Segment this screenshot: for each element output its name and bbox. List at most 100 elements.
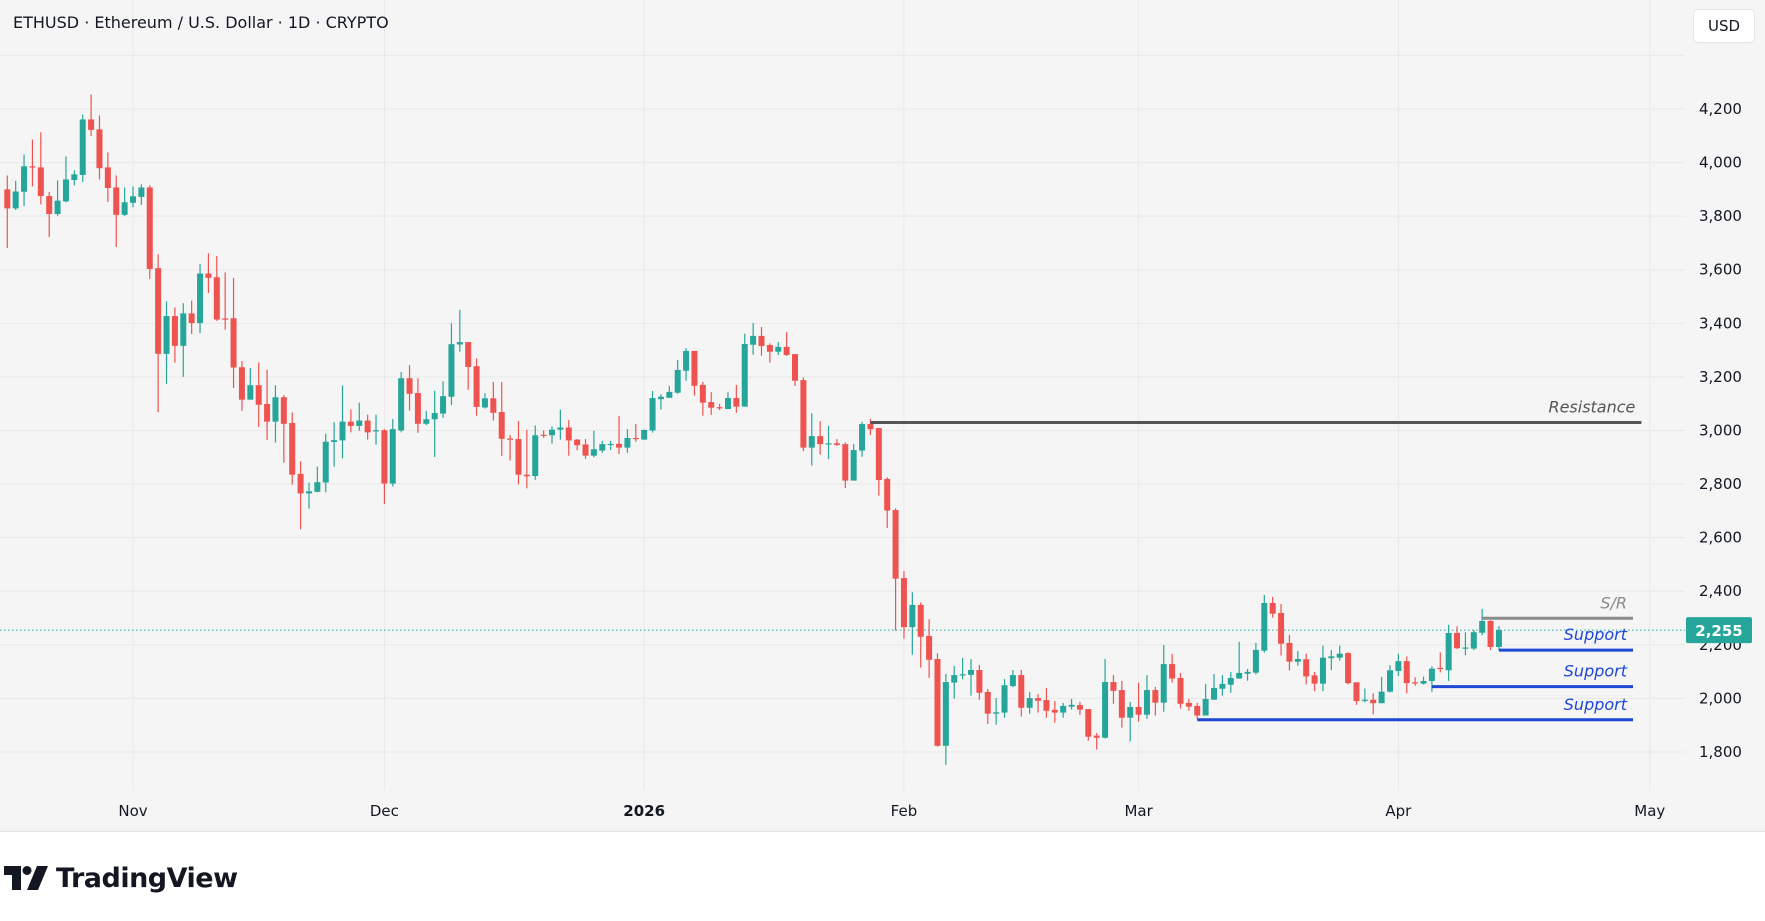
sr-drawing[interactable]: S/R: [1482, 593, 1634, 620]
candle-body: [364, 420, 371, 433]
support-label: Support: [1564, 662, 1628, 681]
candle-down: [1135, 682, 1142, 722]
candle-body: [632, 437, 639, 440]
candle-down: [264, 369, 271, 440]
candle-body: [21, 166, 28, 192]
candle-up: [1127, 701, 1134, 742]
candle-down: [347, 409, 354, 433]
candle-body: [549, 429, 555, 436]
candle-body: [456, 342, 463, 345]
candle-body: [62, 179, 69, 202]
candle-down: [758, 327, 765, 356]
currency-button[interactable]: USD: [1693, 9, 1755, 43]
drawings[interactable]: Resistance S/R Support Support Support: [870, 397, 1642, 722]
candle-up: [1261, 594, 1268, 653]
candle-down: [29, 139, 36, 187]
candle-body: [574, 439, 581, 446]
candle-body: [1353, 682, 1360, 702]
candle-up: [1328, 650, 1335, 671]
candle-down: [800, 377, 807, 452]
candle-body: [205, 273, 212, 278]
candle-up: [322, 433, 329, 493]
candle-body: [1261, 603, 1268, 651]
candle-down: [842, 442, 849, 489]
candle-body: [197, 273, 204, 324]
candle-down: [884, 477, 891, 528]
candle-body: [590, 449, 597, 456]
candle-body: [699, 384, 706, 403]
candle-body: [1068, 704, 1075, 707]
candle-body: [1311, 675, 1318, 684]
candle-down: [523, 429, 530, 489]
candlestick-chart[interactable]: Nov Dec 2026 Feb Mar Apr May 4,200 4,000 3,800 3,…: [0, 0, 1765, 831]
candle-body: [666, 391, 673, 398]
candle-body: [222, 318, 229, 320]
candle-body: [792, 354, 799, 381]
candle-body: [1185, 702, 1192, 707]
candle-up: [180, 303, 187, 377]
candle-body: [1110, 682, 1117, 691]
candle-up: [1445, 624, 1452, 681]
candle-up: [1395, 653, 1402, 676]
candle-body: [1001, 685, 1008, 713]
price-axis[interactable]: 4,200 4,000 3,800 3,600 3,400 3,200 3,000 2,800…: [1699, 100, 1742, 761]
resistance-drawing[interactable]: Resistance: [870, 397, 1642, 424]
support-label: Support: [1564, 625, 1628, 644]
candle-body: [850, 450, 857, 481]
candle-body: [29, 166, 36, 168]
candle-up: [314, 466, 321, 493]
candle-body: [1454, 633, 1461, 649]
price-axis-label: 2,600: [1699, 529, 1742, 547]
time-axis[interactable]: Nov Dec 2026 Feb Mar Apr May: [118, 802, 1665, 820]
candle-body: [833, 443, 840, 445]
symbol-title[interactable]: ETHUSD · Ethereum / U.S. Dollar · 1D · C…: [13, 13, 389, 32]
chart-pane[interactable]: Nov Dec 2026 Feb Mar Apr May 4,200 4,000 3,800 3,…: [0, 0, 1765, 832]
candle-body: [96, 129, 103, 169]
candle-down: [875, 428, 882, 496]
candle-up: [456, 309, 463, 352]
candle-body: [1428, 668, 1435, 681]
candle-body: [649, 398, 656, 431]
time-axis-label: 2026: [623, 802, 665, 820]
candle-up: [1102, 658, 1109, 739]
candle-body: [1177, 678, 1184, 704]
candle-up: [272, 385, 279, 443]
candle-body: [1319, 657, 1326, 684]
candle-body: [163, 316, 170, 354]
candle-body: [1361, 699, 1368, 701]
candle-down: [1169, 653, 1176, 683]
candle-down: [582, 439, 589, 459]
candle-up: [624, 429, 631, 453]
candle-up: [247, 368, 254, 400]
candle-down: [699, 381, 706, 416]
support-drawing[interactable]: Support: [1431, 662, 1634, 689]
candle-body: [389, 429, 396, 484]
candle-body: [582, 444, 589, 456]
candle-down: [255, 362, 262, 427]
candle-down: [490, 381, 497, 421]
candle-down: [113, 175, 120, 247]
candle-body: [213, 277, 220, 320]
candle-up: [666, 386, 673, 398]
candles: [4, 94, 1502, 765]
price-axis-label: 3,800: [1699, 207, 1742, 225]
support-drawing[interactable]: Support: [1197, 695, 1634, 722]
candle-body: [130, 196, 136, 203]
tradingview-logo[interactable]: TradingView: [4, 858, 238, 898]
candle-down: [406, 365, 413, 411]
candle-down: [833, 439, 840, 447]
candle-body: [297, 473, 304, 494]
candle-up: [1470, 629, 1477, 651]
candle-up: [197, 264, 204, 334]
candle-body: [532, 435, 539, 477]
candle-down: [205, 253, 212, 294]
price-axis-label: 2,400: [1699, 582, 1742, 600]
candle-body: [1060, 705, 1067, 713]
support-drawing[interactable]: Support: [1498, 625, 1634, 652]
candle-body: [951, 675, 958, 683]
candle-down: [565, 420, 572, 456]
candle-body: [1135, 706, 1142, 715]
candle-body: [46, 196, 53, 215]
candle-body: [1009, 675, 1016, 687]
candle-up: [1428, 666, 1435, 692]
